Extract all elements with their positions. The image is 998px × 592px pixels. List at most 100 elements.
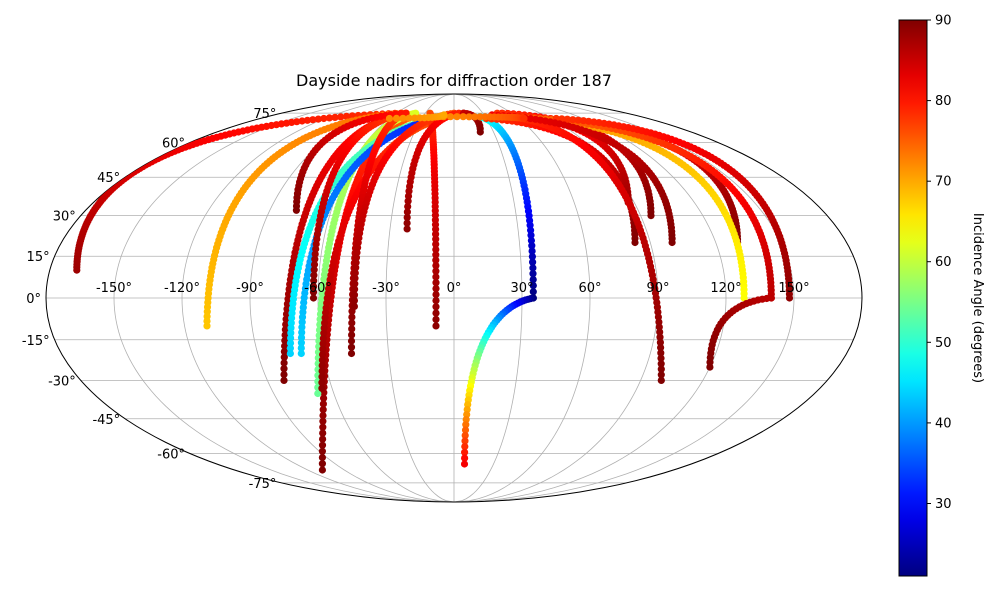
nadir-point xyxy=(318,441,327,449)
nadir-point xyxy=(282,320,290,328)
nadir-point xyxy=(280,370,288,379)
nadir-point xyxy=(432,240,440,248)
nadir-point xyxy=(280,365,288,373)
nadir-point xyxy=(432,290,440,299)
nadir-point xyxy=(462,415,470,424)
longitude-tick-label: 120° xyxy=(710,281,741,296)
nadir-point xyxy=(706,363,714,371)
nadir-point xyxy=(432,273,440,281)
latitude-tick-label: 45° xyxy=(97,171,120,186)
nadir-point xyxy=(657,349,665,357)
nadir-point xyxy=(282,315,290,323)
nadir-point xyxy=(319,406,327,414)
nadir-point xyxy=(461,448,469,456)
nadir-point xyxy=(631,238,639,247)
colorbar-tick-label: 40 xyxy=(935,416,952,431)
nadir-point xyxy=(319,417,327,425)
nadir-point xyxy=(529,282,537,290)
nadir-point xyxy=(432,303,440,311)
longitude-tick-label: -150° xyxy=(96,281,132,296)
nadir-point xyxy=(351,285,359,293)
nadir-point xyxy=(320,324,328,332)
nadir-point xyxy=(314,389,322,398)
nadir-point xyxy=(319,423,327,431)
colorbar-ticks: 90 80 70 60 50 40 30 xyxy=(927,14,952,512)
nadir-point xyxy=(318,361,326,370)
nadir-point xyxy=(318,384,326,392)
chart-title: Dayside nadirs for diffraction order 187 xyxy=(296,71,612,90)
nadir-point xyxy=(319,350,327,359)
nadir-point xyxy=(310,271,318,279)
colorbar-tick-label: 80 xyxy=(935,94,952,109)
nadir-point xyxy=(297,334,306,342)
nadir-point xyxy=(657,344,665,352)
longitude-tick-labels: -150° -120° -90° -60° -30° 0° 30° 60° 90° 120° 150… xyxy=(96,281,810,296)
nadir-point xyxy=(432,315,440,323)
nadir-point xyxy=(529,276,537,284)
nadir-point xyxy=(392,114,401,122)
nadir-point xyxy=(280,359,288,367)
nadir-point xyxy=(399,114,407,122)
nadir-point xyxy=(461,426,470,434)
nadir-point xyxy=(432,279,440,287)
nadir-point xyxy=(656,338,665,346)
nadir-point xyxy=(657,376,665,384)
nadir-point xyxy=(331,113,339,121)
nadir-point xyxy=(348,331,356,339)
nadir-point xyxy=(465,113,473,121)
nadir-point xyxy=(311,250,319,258)
nadir-point xyxy=(453,113,461,121)
nadir-point xyxy=(347,337,356,345)
latitude-tick-label: -30° xyxy=(48,374,76,389)
longitude-tick-label: -120° xyxy=(164,281,200,296)
longitude-tick-label: -90° xyxy=(236,281,264,296)
nadir-point xyxy=(352,264,360,272)
nadir-point xyxy=(281,331,289,339)
colorbar-tick-label: 90 xyxy=(935,14,952,29)
latitude-tick-labels: 75° 60° 45° 30° 15° 0° -15° -30° -45° -60° -75° xyxy=(22,107,277,492)
nadir-point xyxy=(432,245,440,254)
nadir-point xyxy=(309,288,318,296)
nadir-point xyxy=(350,297,358,305)
nadir-point xyxy=(348,313,356,321)
nadir-point xyxy=(286,344,294,352)
nadir-point xyxy=(282,310,291,318)
nadir-point xyxy=(528,242,536,250)
longitude-tick-label: -30° xyxy=(372,281,400,296)
nadir-point xyxy=(319,400,327,408)
nadir-point xyxy=(314,115,322,123)
nadir-track xyxy=(531,114,775,302)
nadir-point xyxy=(405,114,413,122)
nadir-point xyxy=(656,333,664,341)
nadir-point xyxy=(281,342,289,350)
map-grid xyxy=(46,94,862,502)
colorbar-gradient xyxy=(898,19,928,577)
nadir-point xyxy=(318,378,326,387)
nadir-point xyxy=(446,113,455,121)
nadir-track xyxy=(440,113,528,123)
nadir-point xyxy=(348,319,356,327)
nadir-track xyxy=(525,114,748,302)
nadir-point xyxy=(319,345,327,353)
nadir-point xyxy=(404,202,412,211)
nadir-point xyxy=(318,466,326,474)
nadir-point xyxy=(432,297,440,305)
nadir-track xyxy=(385,111,448,123)
nadir-point xyxy=(529,264,537,272)
nadir-point xyxy=(203,322,211,330)
nadir-point xyxy=(297,339,305,347)
nadir-point xyxy=(319,411,327,420)
nadir-point xyxy=(280,348,288,356)
nadir-track xyxy=(706,294,775,371)
nadir-point xyxy=(668,238,676,247)
latitude-tick-label: -45° xyxy=(92,413,120,428)
nadir-point xyxy=(347,349,356,358)
nadir-point xyxy=(281,326,289,334)
nadir-point xyxy=(310,282,318,291)
nadir-point xyxy=(403,208,411,216)
nadir-point xyxy=(319,340,327,348)
nadir-point xyxy=(286,349,294,358)
colorbar-label: Incidence Angle (degrees) xyxy=(970,213,985,383)
nadir-point xyxy=(403,225,411,233)
longitude-tick-label: 30° xyxy=(510,281,533,296)
